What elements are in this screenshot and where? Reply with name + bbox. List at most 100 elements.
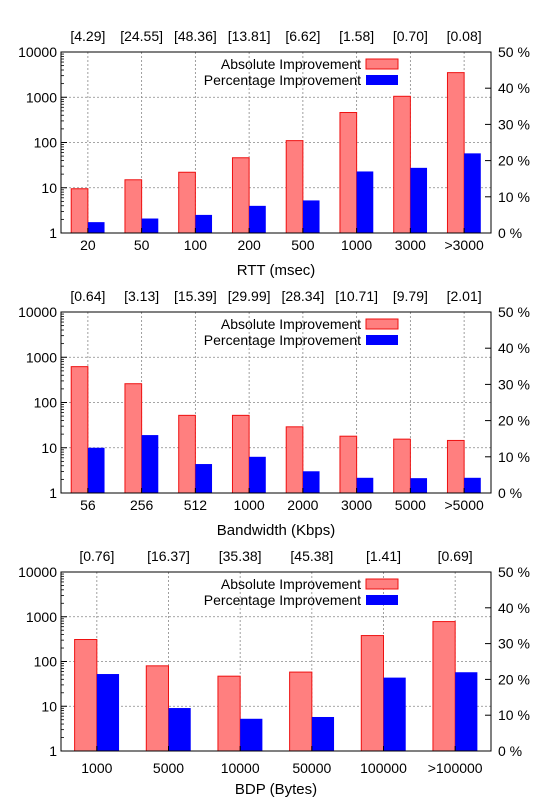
x-tick-label: 20	[80, 237, 96, 253]
percentage-bar	[141, 435, 159, 493]
absolute-bar	[70, 366, 89, 494]
top-bracket-label: [48.36]	[174, 28, 217, 44]
legend-swatch-absolute	[365, 578, 399, 590]
absolute-bar	[124, 383, 143, 494]
x-tick-label: 10000	[221, 760, 260, 776]
y-left-tick-label: 1000	[26, 349, 57, 365]
top-bracket-label: [16.37]	[147, 548, 190, 564]
absolute-bar	[446, 72, 465, 234]
x-tick-label: 50	[134, 237, 150, 253]
y-right-tick-label: 10 %	[498, 449, 530, 465]
top-bracket-label: [6.62]	[285, 28, 320, 44]
top-bracket-label: [2.01]	[447, 288, 482, 304]
x-tick-label: 3000	[395, 237, 426, 253]
legend-swatch-percentage	[366, 335, 398, 345]
y-left-tick-label: 100	[34, 654, 58, 670]
top-bracket-label: [10.71]	[335, 288, 378, 304]
percentage-bar	[383, 677, 406, 751]
y-right-tick-label: 50 %	[498, 564, 530, 580]
top-bracket-label: [0.08]	[447, 28, 482, 44]
absolute-bar	[289, 671, 313, 752]
y-left-tick-label: 10	[41, 180, 57, 196]
percentage-bar	[195, 464, 213, 493]
y-right-tick-label: 0 %	[498, 743, 522, 759]
absolute-bar	[178, 171, 196, 234]
legend-swatch-absolute	[365, 58, 399, 70]
legend-label-percentage: Percentage Improvement	[204, 332, 361, 348]
legend-label-absolute: Absolute Improvement	[221, 576, 361, 592]
bdp-chart: 1 10 100 1000 10000 0 % 10 % 20 % 30 % 40 % 50 % 10…	[18, 548, 530, 798]
x-tick-label: 2000	[287, 497, 318, 513]
absolute-bar	[231, 414, 250, 494]
absolute-bar	[393, 95, 411, 234]
absolute-bar	[285, 140, 304, 234]
y-left-tick-label: 100	[34, 135, 58, 151]
percentage-bar	[87, 222, 105, 233]
legend-label-percentage: Percentage Improvement	[204, 592, 361, 608]
y-right-tick-label: 50 %	[498, 44, 530, 60]
absolute-bar	[217, 675, 241, 752]
y-right-tick-label: 30 %	[498, 116, 530, 132]
y-right-tick-label: 40 %	[498, 340, 530, 356]
x-tick-label: 56	[80, 497, 96, 513]
percentage-bar	[249, 456, 266, 493]
x-tick-label: 512	[184, 497, 208, 513]
absolute-bar	[285, 426, 304, 494]
absolute-bar	[145, 665, 170, 752]
legend-label-absolute: Absolute Improvement	[221, 56, 361, 72]
x-tick-label: 3000	[341, 497, 372, 513]
y-right-tick-label: 10 %	[498, 707, 530, 723]
top-bracket-label: [0.76]	[79, 548, 114, 564]
rtt-chart: 1 10 100 1000 10000 0 % 10 % 20 % 30 % 40 % 50 % 20…	[18, 28, 530, 279]
y-right-tick-label: 20 %	[498, 671, 530, 687]
absolute-bar	[339, 112, 358, 234]
percentage-bar	[464, 153, 481, 233]
x-tick-label: 100	[184, 237, 208, 253]
x-axis-label: RTT (msec)	[237, 262, 316, 279]
y-left-tick-label: 10000	[18, 304, 57, 320]
y-right-tick-label: 20 %	[498, 153, 530, 169]
y-right-tick-label: 40 %	[498, 80, 530, 96]
percentage-bar	[87, 447, 105, 493]
absolute-bar	[124, 179, 143, 234]
x-tick-label: 256	[130, 497, 154, 513]
top-bracket-label: [0.64]	[70, 288, 105, 304]
legend-label-absolute: Absolute Improvement	[221, 316, 361, 332]
x-tick-label: 100000	[360, 760, 407, 776]
top-bracket-label: [1.41]	[366, 548, 401, 564]
percentage-bar	[464, 477, 481, 493]
y-left-tick-label: 1	[49, 225, 57, 241]
y-left-tick-label: 10	[41, 698, 57, 714]
x-tick-label: 1000	[81, 760, 112, 776]
percentage-bar	[410, 167, 428, 233]
bandwidth-chart: 1 10 100 1000 10000 0 % 10 % 20 % 30 % 40 % 50 % 56…	[18, 288, 530, 539]
y-left-tick-label: 10000	[18, 564, 57, 580]
x-tick-label: >5000	[444, 497, 484, 513]
y-left-tick-label: 1000	[26, 609, 57, 625]
percentage-bar	[356, 477, 374, 493]
x-tick-label: 1000	[234, 497, 265, 513]
legend-swatch-percentage	[366, 75, 398, 85]
y-right-tick-label: 0 %	[498, 485, 522, 501]
percentage-bar	[168, 708, 191, 751]
legend-swatch-percentage	[366, 595, 398, 605]
percentage-bar	[141, 218, 159, 233]
legend-label-percentage: Percentage Improvement	[204, 72, 361, 88]
y-right-tick-label: 40 %	[498, 600, 530, 616]
percentage-bar	[96, 674, 120, 751]
top-bracket-label: [45.38]	[290, 548, 333, 564]
absolute-bar	[339, 435, 358, 494]
percentage-bar	[302, 200, 320, 233]
y-left-tick-label: 10	[41, 440, 57, 456]
x-tick-label: 500	[291, 237, 315, 253]
legend-swatch-absolute	[365, 318, 399, 330]
y-right-tick-label: 10 %	[498, 189, 530, 205]
absolute-bar	[178, 414, 196, 494]
x-tick-label: 1000	[341, 237, 372, 253]
x-tick-label: 5000	[395, 497, 426, 513]
y-right-tick-label: 20 %	[498, 413, 530, 429]
absolute-bar	[446, 439, 465, 494]
top-bracket-label: [13.81]	[228, 28, 271, 44]
top-bracket-label: [0.70]	[393, 28, 428, 44]
